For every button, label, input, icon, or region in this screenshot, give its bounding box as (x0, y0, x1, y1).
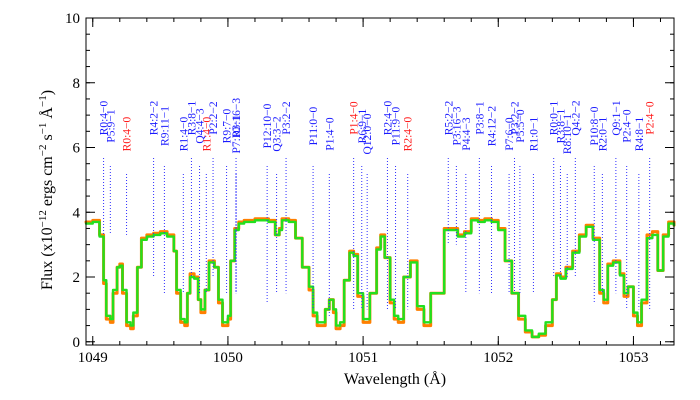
line-label: R9:7−0 (222, 108, 234, 143)
y-tick-label: 2 (73, 270, 81, 286)
line-label: R3:16−3 (231, 98, 243, 139)
line-label: P11:0−0 (308, 106, 320, 145)
line-label: P3:8−1 (474, 101, 486, 135)
line-label: P2:2−2 (208, 101, 220, 135)
y-label-exp4: −1 (37, 95, 49, 107)
line-label: R3:8−1 (186, 100, 198, 135)
line-label: P4:4−3 (461, 117, 473, 151)
line-label: P7:6−0 (504, 117, 516, 151)
y-label-part4: Å (38, 107, 56, 123)
line-label: P1:4−0 (324, 117, 336, 151)
y-label-exp3: −1 (37, 123, 49, 135)
line-label: R9:11−1 (159, 106, 171, 146)
axes-group: 1049 1050 1051 1052 1053 0 2 4 6 8 10 (65, 11, 675, 366)
y-label-part2: ergs cm (39, 156, 56, 210)
line-label: P10:8−0 (589, 106, 601, 145)
line-label: P2:4−0 (645, 101, 657, 135)
line-label: P11:9−0 (391, 106, 403, 145)
line-label: R6:9−1 (357, 108, 369, 143)
line-label: P3:16−3 (451, 106, 463, 145)
line-label: P3:2−2 (281, 101, 293, 135)
y-label-exp1: −12 (37, 210, 49, 227)
line-label: P2:4−0 (622, 109, 634, 143)
line-label: P5:9−1 (105, 109, 117, 143)
y-label-exp2: −2 (37, 145, 49, 157)
x-axis-label: Wavelength (Å) (344, 370, 446, 388)
line-label: P1:4−0 (349, 101, 361, 135)
line-label: R0:0−1 (549, 100, 561, 135)
line-label: P3:2−2 (509, 101, 521, 135)
y-axis-label: Flux (x10−12 ergs cm−2 s−1 Å−1) (37, 90, 56, 290)
line-label: Q12:0−0 (362, 113, 374, 154)
x-tick-label: 1049 (78, 350, 108, 366)
line-label: R1:4−0 (201, 116, 213, 151)
y-tick-label: 10 (65, 11, 80, 27)
line-label: P12:10−0 (262, 103, 274, 148)
x-tick-label: 1050 (213, 350, 243, 366)
y-label-part5: ) (39, 90, 56, 95)
x-tick-label: 1053 (618, 350, 648, 366)
y-tick-label: 6 (73, 141, 81, 157)
plot-frame (85, 17, 675, 346)
line-label: Q4:2−2 (570, 100, 582, 135)
line-label: R3:8−1 (555, 108, 567, 143)
line-label: Q4:4−3 (195, 108, 207, 143)
line-label: R0:4−0 (99, 100, 111, 135)
x-tick-label: 1052 (483, 350, 513, 366)
line-label: P5:5−0 (515, 109, 527, 143)
line-label: Q3:3−2 (272, 116, 284, 151)
line-label: R1:4−0 (178, 116, 190, 151)
line-label: R5:2−2 (443, 100, 455, 135)
y-label-part3: s (39, 134, 56, 144)
line-label: R4:8−1 (634, 116, 646, 151)
line-label: R4:12−2 (487, 106, 499, 147)
line-label: R2:4−0 (382, 100, 394, 135)
line-label: P7:10−1 (231, 114, 243, 153)
y-label-part1: Flux (x10 (39, 227, 56, 290)
y-tick-label: 4 (73, 205, 81, 221)
line-label: R2:4−0 (403, 116, 415, 151)
spectrum-series-2 (84, 219, 676, 339)
y-tick-label: 8 (73, 76, 81, 92)
x-tick-label: 1051 (348, 350, 378, 366)
line-label: R0:4−0 (122, 116, 134, 151)
y-tick-label: 0 (73, 335, 81, 351)
line-label: Q9:1−1 (611, 100, 623, 135)
line-annotations: R0:4−0P5:9−1 R0:4−0 R4:2−2R9:11−1 R1:4−0R3:… (99, 98, 657, 316)
line-label: R8:10−1 (562, 114, 574, 155)
line-label: R1:0−1 (528, 116, 540, 151)
line-label: R4:2−2 (149, 100, 161, 135)
series-group (84, 217, 676, 339)
line-label: R2:0−1 (597, 116, 609, 151)
